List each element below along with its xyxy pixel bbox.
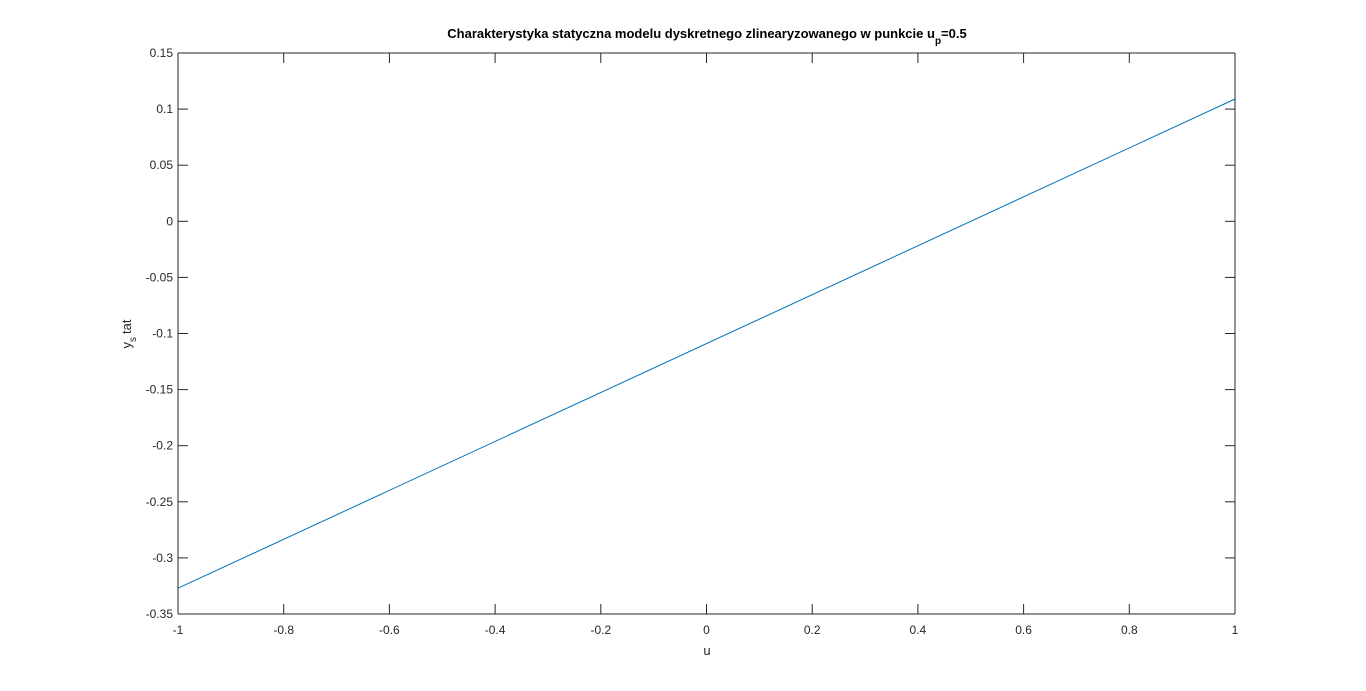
x-tick-label: 0.6 [1015,623,1032,637]
x-tick-label: -1 [173,623,184,637]
x-tick-label: 0.4 [910,623,927,637]
y-tick-label: -0.15 [146,383,174,397]
y-tick-label: -0.05 [146,270,174,284]
x-tick-label: 0 [703,623,710,637]
y-tick-label: -0.3 [152,551,173,565]
axes-background [178,53,1235,614]
x-tick-label: -0.2 [590,623,611,637]
x-tick-label: 0.8 [1121,623,1138,637]
plot-area: -1 -0.8 -0.6 -0.4 -0.2 0 0.2 0.4 0.6 0.8 1 -0.35 -0.… [146,46,1239,637]
y-tick-label: 0.1 [156,102,173,116]
y-tick-label: 0.05 [150,158,174,172]
x-tick-label: 0.2 [804,623,821,637]
y-tick-label: 0 [166,214,173,228]
x-axis-label: u [703,643,710,658]
y-axis-label: ystat [119,319,139,348]
x-tick-label: -0.8 [273,623,294,637]
series-line-0 [177,98,1236,589]
y-tick-label: -0.25 [146,495,174,509]
y-tick-label: -0.35 [146,607,174,621]
x-tick-label: -0.6 [379,623,400,637]
y-tick-label: 0.15 [150,46,174,60]
y-tick-label: -0.1 [152,327,173,341]
chart-title: Charakterystyka statyczna modelu dyskret… [447,26,966,47]
x-tick-label: 1 [1232,623,1239,637]
y-tick-label: -0.2 [152,439,173,453]
x-tick-label: -0.4 [485,623,506,637]
